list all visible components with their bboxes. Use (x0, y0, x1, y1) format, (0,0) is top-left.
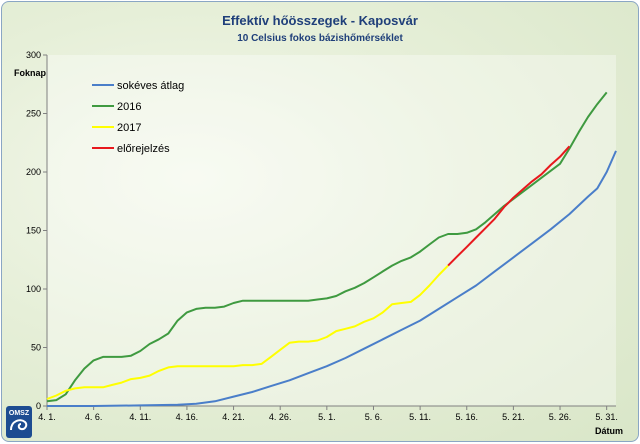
x-tick-label: 4. 11. (129, 412, 151, 422)
y-tick-label: 100 (26, 284, 41, 294)
y-tick-label: 250 (26, 109, 41, 119)
y-tick-label: 0 (36, 401, 41, 411)
legend-entry-3: előrejelzés (117, 143, 170, 155)
y-axis-label: Foknap (14, 68, 47, 78)
x-tick-label: 5. 21. (502, 412, 525, 422)
x-tick-label: 4. 1. (38, 412, 56, 422)
x-tick-label: 5. 6. (365, 412, 383, 422)
x-tick-label: 4. 26. (269, 412, 292, 422)
x-tick-label: 5. 26. (549, 412, 572, 422)
x-tick-label: 5. 31. (595, 412, 618, 422)
x-axis-label: Dátum (595, 426, 623, 436)
x-tick-labels: 4. 1. 4. 6. 4. 11. 4. 16. 4. 21. 4. 26. 5. 1. 5… (38, 412, 618, 422)
y-tick-label: 300 (26, 50, 41, 60)
plot-background (47, 55, 616, 406)
legend-entry-1: 2016 (117, 101, 141, 113)
y-tick-label: 50 (31, 343, 41, 353)
x-tick-label: 5. 11. (409, 412, 431, 422)
x-tick-label: 5. 16. (455, 412, 478, 422)
legend: sokéves átlag 2016 2017 előrejelzés (92, 80, 184, 155)
x-tick-label: 5. 1. (318, 412, 336, 422)
omsz-logo: OMSZ (6, 406, 32, 438)
x-tick-label: 4. 6. (85, 412, 103, 422)
series-line-0 (47, 150, 617, 407)
series-line-3 (447, 145, 571, 267)
chart-title: Effektív hőösszegek - Kaposvár (222, 13, 418, 28)
series-lines (46, 91, 617, 407)
legend-entry-0: sokéves átlag (117, 80, 184, 92)
y-tick-label: 200 (26, 167, 41, 177)
chart-subtitle: 10 Celsius fokos bázishőmérséklet (237, 33, 403, 44)
x-tick-label: 4. 21. (222, 412, 245, 422)
y-tick-label: 150 (26, 226, 41, 236)
svg-text:OMSZ: OMSZ (9, 410, 30, 417)
series-line-2 (46, 264, 449, 400)
x-tick-label: 4. 16. (176, 412, 199, 422)
y-tick-labels: 0 50 100 150 200 250 300 (26, 50, 41, 411)
plot-area (47, 55, 616, 406)
legend-entry-2: 2017 (117, 122, 141, 134)
